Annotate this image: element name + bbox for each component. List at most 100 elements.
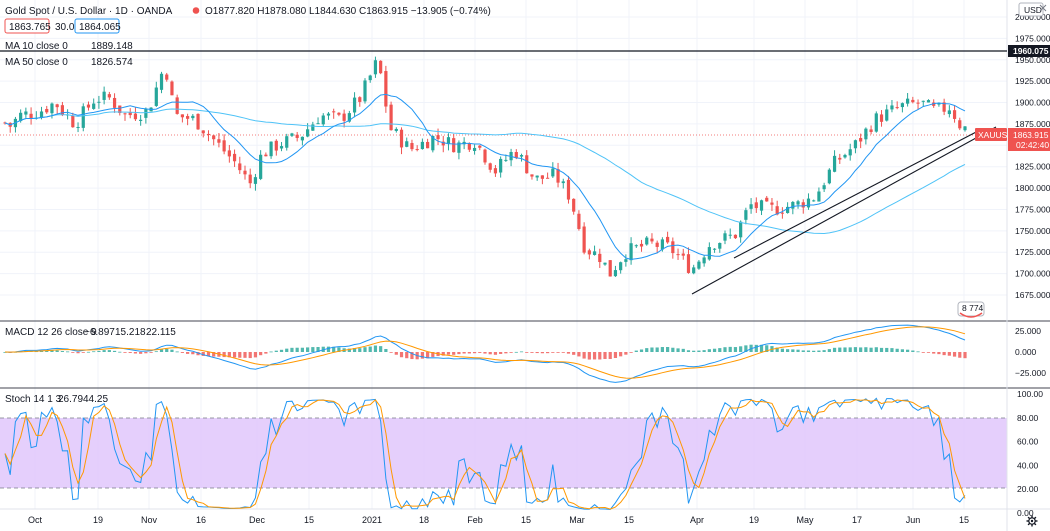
- candle-body[interactable]: [749, 204, 753, 209]
- candle-body[interactable]: [232, 153, 237, 162]
- candle-body[interactable]: [295, 134, 299, 138]
- candle-body[interactable]: [452, 138, 456, 153]
- candle-body[interactable]: [436, 135, 440, 140]
- candle-body[interactable]: [76, 126, 80, 128]
- candle-body[interactable]: [97, 101, 101, 103]
- candle-body[interactable]: [159, 73, 164, 90]
- gear-icon[interactable]: [1026, 515, 1038, 527]
- candle-body[interactable]: [655, 242, 659, 247]
- candle-body[interactable]: [86, 104, 91, 108]
- candle-body[interactable]: [269, 141, 273, 157]
- stoch-axis[interactable]: 100.00 80.00 60.00 40.00 20.00 0.00: [1017, 389, 1043, 518]
- close-icon[interactable]: [1039, 4, 1047, 12]
- candle-body[interactable]: [801, 202, 805, 208]
- candle-body[interactable]: [107, 94, 111, 98]
- candle-body[interactable]: [373, 60, 378, 75]
- candle-body[interactable]: [504, 159, 508, 161]
- candle-body[interactable]: [519, 155, 524, 157]
- macd-axis[interactable]: 25.000 0.000 −25.000: [1015, 326, 1046, 378]
- stoch-d-line[interactable]: [4, 399, 966, 510]
- candle-body[interactable]: [838, 157, 842, 160]
- candle-body[interactable]: [306, 129, 310, 137]
- candle-body[interactable]: [624, 259, 628, 262]
- candle-body[interactable]: [639, 243, 644, 247]
- candle-body[interactable]: [92, 103, 96, 109]
- candle-body[interactable]: [885, 109, 889, 121]
- candle-body[interactable]: [916, 102, 920, 104]
- candle-body[interactable]: [587, 250, 591, 255]
- candle-body[interactable]: [566, 179, 571, 200]
- candle-body[interactable]: [556, 169, 560, 183]
- candle-body[interactable]: [540, 175, 544, 179]
- candle-body[interactable]: [191, 115, 195, 119]
- candle-body[interactable]: [217, 139, 221, 143]
- candle-body[interactable]: [530, 174, 534, 177]
- currency-button[interactable]: [1018, 2, 1044, 17]
- candle-body[interactable]: [697, 261, 701, 269]
- candle-body[interactable]: [337, 112, 341, 115]
- candle-body[interactable]: [827, 169, 831, 184]
- candle-body[interactable]: [311, 124, 315, 131]
- candle-body[interactable]: [906, 98, 910, 104]
- candle-body[interactable]: [650, 238, 654, 242]
- candle-body[interactable]: [259, 154, 263, 179]
- candle-body[interactable]: [112, 97, 117, 108]
- candle-body[interactable]: [248, 174, 252, 184]
- sell-box[interactable]: [4, 18, 50, 34]
- candle-body[interactable]: [154, 87, 158, 106]
- candle-body[interactable]: [170, 81, 174, 96]
- candle-body[interactable]: [822, 185, 826, 190]
- candle-body[interactable]: [869, 129, 873, 132]
- candle-body[interactable]: [441, 141, 445, 146]
- stoch-legend-label[interactable]: Stoch 14 1 3: [5, 394, 62, 405]
- candle-body[interactable]: [598, 253, 602, 263]
- candle-body[interactable]: [279, 146, 284, 149]
- candle-body[interactable]: [791, 201, 795, 209]
- candle-body[interactable]: [238, 163, 242, 171]
- candle-body[interactable]: [843, 154, 847, 158]
- candle-body[interactable]: [864, 128, 868, 140]
- candle-body[interactable]: [300, 136, 304, 141]
- candle-body[interactable]: [426, 141, 430, 149]
- candle-body[interactable]: [71, 115, 75, 128]
- candle-body[interactable]: [55, 104, 59, 108]
- macd-signal-line[interactable]: [4, 326, 966, 379]
- candle-body[interactable]: [405, 141, 409, 147]
- candle-body[interactable]: [572, 198, 576, 212]
- candle-body[interactable]: [728, 234, 732, 236]
- candle-body[interactable]: [859, 137, 863, 142]
- candle-body[interactable]: [765, 197, 769, 202]
- candle-body[interactable]: [775, 206, 779, 215]
- candle-body[interactable]: [483, 149, 487, 163]
- candle-body[interactable]: [702, 257, 706, 264]
- candle-body[interactable]: [603, 262, 607, 265]
- candle-body[interactable]: [671, 241, 675, 254]
- candle-body[interactable]: [222, 140, 226, 152]
- candle-body[interactable]: [352, 97, 357, 113]
- candle-body[interactable]: [363, 80, 367, 102]
- candle-body[interactable]: [399, 129, 404, 148]
- candle-body[interactable]: [243, 170, 247, 175]
- ma10-line[interactable]: [4, 93, 966, 260]
- candle-body[interactable]: [144, 109, 148, 118]
- candle-body[interactable]: [29, 113, 33, 118]
- candle-body[interactable]: [384, 71, 388, 107]
- candle-body[interactable]: [394, 128, 398, 131]
- candle-body[interactable]: [368, 75, 372, 81]
- ask-price[interactable]: 1864.065: [79, 22, 121, 33]
- candle-body[interactable]: [666, 236, 670, 243]
- candle-body[interactable]: [175, 97, 179, 114]
- ma10-legend-label[interactable]: MA 10 close 0: [5, 41, 68, 52]
- candle-body[interactable]: [759, 200, 764, 211]
- candle-body[interactable]: [467, 143, 471, 150]
- candle-body[interactable]: [796, 201, 800, 205]
- candle-body[interactable]: [180, 114, 184, 118]
- candle-body[interactable]: [347, 113, 351, 122]
- candle-body[interactable]: [937, 103, 941, 105]
- bid-price[interactable]: 1863.765: [9, 22, 51, 33]
- candle-body[interactable]: [290, 133, 294, 136]
- candle-body[interactable]: [754, 202, 758, 209]
- candle-body[interactable]: [718, 242, 722, 249]
- candle-body[interactable]: [102, 91, 106, 100]
- candle-body[interactable]: [686, 254, 691, 273]
